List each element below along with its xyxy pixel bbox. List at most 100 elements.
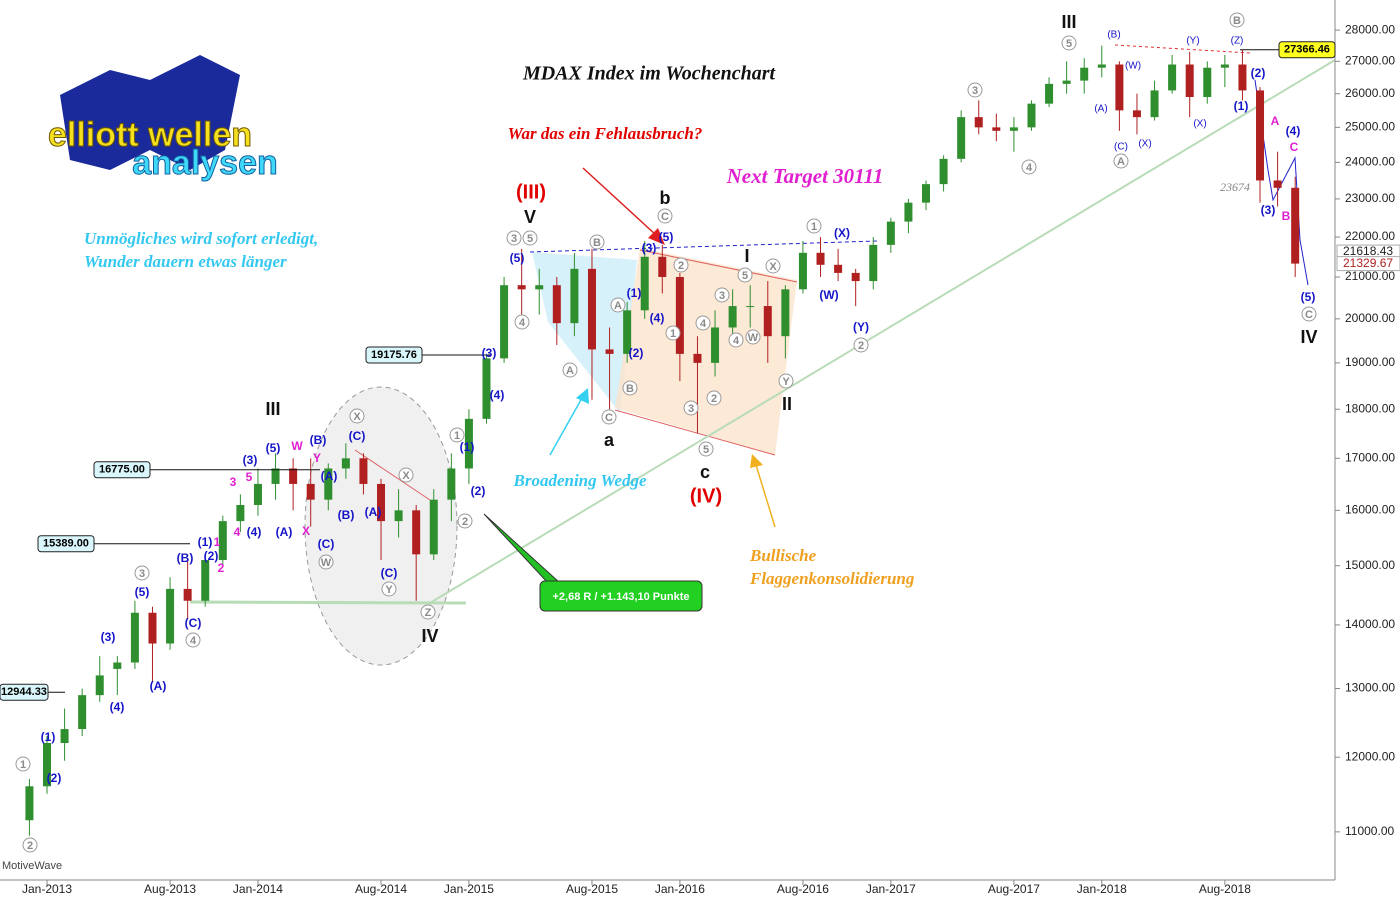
wave-label: 4 <box>700 318 707 330</box>
candle-body <box>1291 187 1300 264</box>
wave-label: (1) <box>1234 99 1249 113</box>
wave-circle <box>349 408 365 424</box>
candle-body <box>482 358 491 419</box>
wave-label: (2) <box>471 484 486 498</box>
wave-label: V <box>524 207 536 227</box>
wave-circle <box>657 208 673 224</box>
candle-body <box>201 560 210 601</box>
candle-body <box>60 729 69 744</box>
candles <box>25 45 1300 836</box>
wave-label: (2) <box>629 346 644 360</box>
wave-label: (C) <box>1114 142 1128 153</box>
wave-label: 3 <box>688 403 694 415</box>
candle-body <box>974 117 983 128</box>
level-label: 16775.00 <box>99 464 145 476</box>
wave-circle <box>457 513 473 529</box>
wave-label: Y <box>313 451 321 465</box>
wave-label: C <box>605 412 613 424</box>
wave-label: III <box>265 399 280 419</box>
candle-body <box>341 458 350 469</box>
wave-label: (Y) <box>1186 36 1199 47</box>
x-tick-label: Aug-2017 <box>988 882 1040 896</box>
wave-circle <box>562 362 578 378</box>
y-tick-label: 25000.00 <box>1345 120 1395 134</box>
logo-flag <box>60 55 240 170</box>
wave-label: (C) <box>318 537 335 551</box>
wave-circle <box>714 287 730 303</box>
candle-body <box>271 468 280 484</box>
candle-body <box>1132 110 1141 118</box>
wave-circle <box>695 315 711 331</box>
level-box <box>37 535 95 553</box>
candle-body <box>113 662 122 669</box>
wave-label: (B) <box>310 433 327 447</box>
wave-label: IV <box>421 626 438 646</box>
y-tick-label: 22000.00 <box>1345 229 1395 243</box>
wave-label: B <box>626 383 634 395</box>
wave-label: (A) <box>365 505 382 519</box>
wave-circle <box>806 218 822 234</box>
candle-body <box>1009 127 1018 131</box>
candle-body <box>693 353 702 363</box>
last-price-box <box>1336 256 1400 272</box>
candle-body <box>1220 64 1229 68</box>
wave-label: (B) <box>177 551 194 565</box>
wave-label: 3 <box>230 475 237 489</box>
level-label: 15389.00 <box>43 538 89 550</box>
wave-label: 4 <box>1026 162 1033 174</box>
arrow-head <box>648 228 665 245</box>
candle-body <box>992 127 1001 131</box>
level-box <box>0 683 49 701</box>
wave-path <box>1254 79 1309 286</box>
wave-circle <box>601 409 617 425</box>
wave-label: Z <box>425 607 432 619</box>
y-tick-label: 24000.00 <box>1345 155 1395 169</box>
wave-label: (3) <box>1261 203 1276 217</box>
candle-body <box>939 158 948 185</box>
candle-body <box>957 117 966 159</box>
wave-label: 2 <box>462 516 468 528</box>
wave-label: 5 <box>1066 38 1072 50</box>
y-tick-label: 26000.00 <box>1345 86 1395 100</box>
candle-body <box>746 306 755 308</box>
wave-label: (Z) <box>1231 36 1244 47</box>
arrow <box>755 464 776 528</box>
candle-body <box>218 521 227 561</box>
wave-label: c <box>700 462 710 482</box>
candle-body <box>1185 64 1194 98</box>
x-tick-label: Jan-2015 <box>444 882 494 896</box>
wave-label: a <box>604 430 615 450</box>
wave-label: (4) <box>1286 124 1301 138</box>
wave-label: C <box>1290 140 1299 154</box>
annotation: Flaggenkonsolidierung <box>749 569 915 588</box>
wave-label: (W) <box>819 288 838 302</box>
callout-pointer <box>483 513 562 584</box>
wave-label: (X) <box>1138 139 1151 150</box>
wave-label: (5) <box>1301 290 1316 304</box>
candle-body <box>394 510 403 522</box>
y-tick-label: 19000.00 <box>1345 355 1395 369</box>
level-label: 19175.76 <box>371 349 417 361</box>
candle-body <box>798 252 807 290</box>
level-box <box>1278 41 1336 59</box>
candle-body <box>675 276 684 354</box>
candle-body <box>1238 64 1247 91</box>
wave-label: (5) <box>135 585 150 599</box>
wave-label: 2 <box>858 340 864 352</box>
wave-label: 4 <box>234 525 241 539</box>
wave-label: (5) <box>659 230 674 244</box>
wave-circle <box>673 257 689 273</box>
wedge-line <box>354 449 431 501</box>
wave-circle <box>185 632 201 648</box>
candle-body <box>324 468 333 500</box>
wave-circle <box>1021 159 1037 175</box>
level-label: 27366.46 <box>1284 44 1330 56</box>
wave-label: 2 <box>27 840 33 852</box>
candle-body <box>1168 64 1177 91</box>
candle-body <box>1027 103 1036 128</box>
wave-label: C <box>1305 309 1313 321</box>
candle-body <box>552 285 561 324</box>
wave-label: (1) <box>41 730 56 744</box>
wave-circle <box>683 400 699 416</box>
candle-body <box>711 327 720 363</box>
